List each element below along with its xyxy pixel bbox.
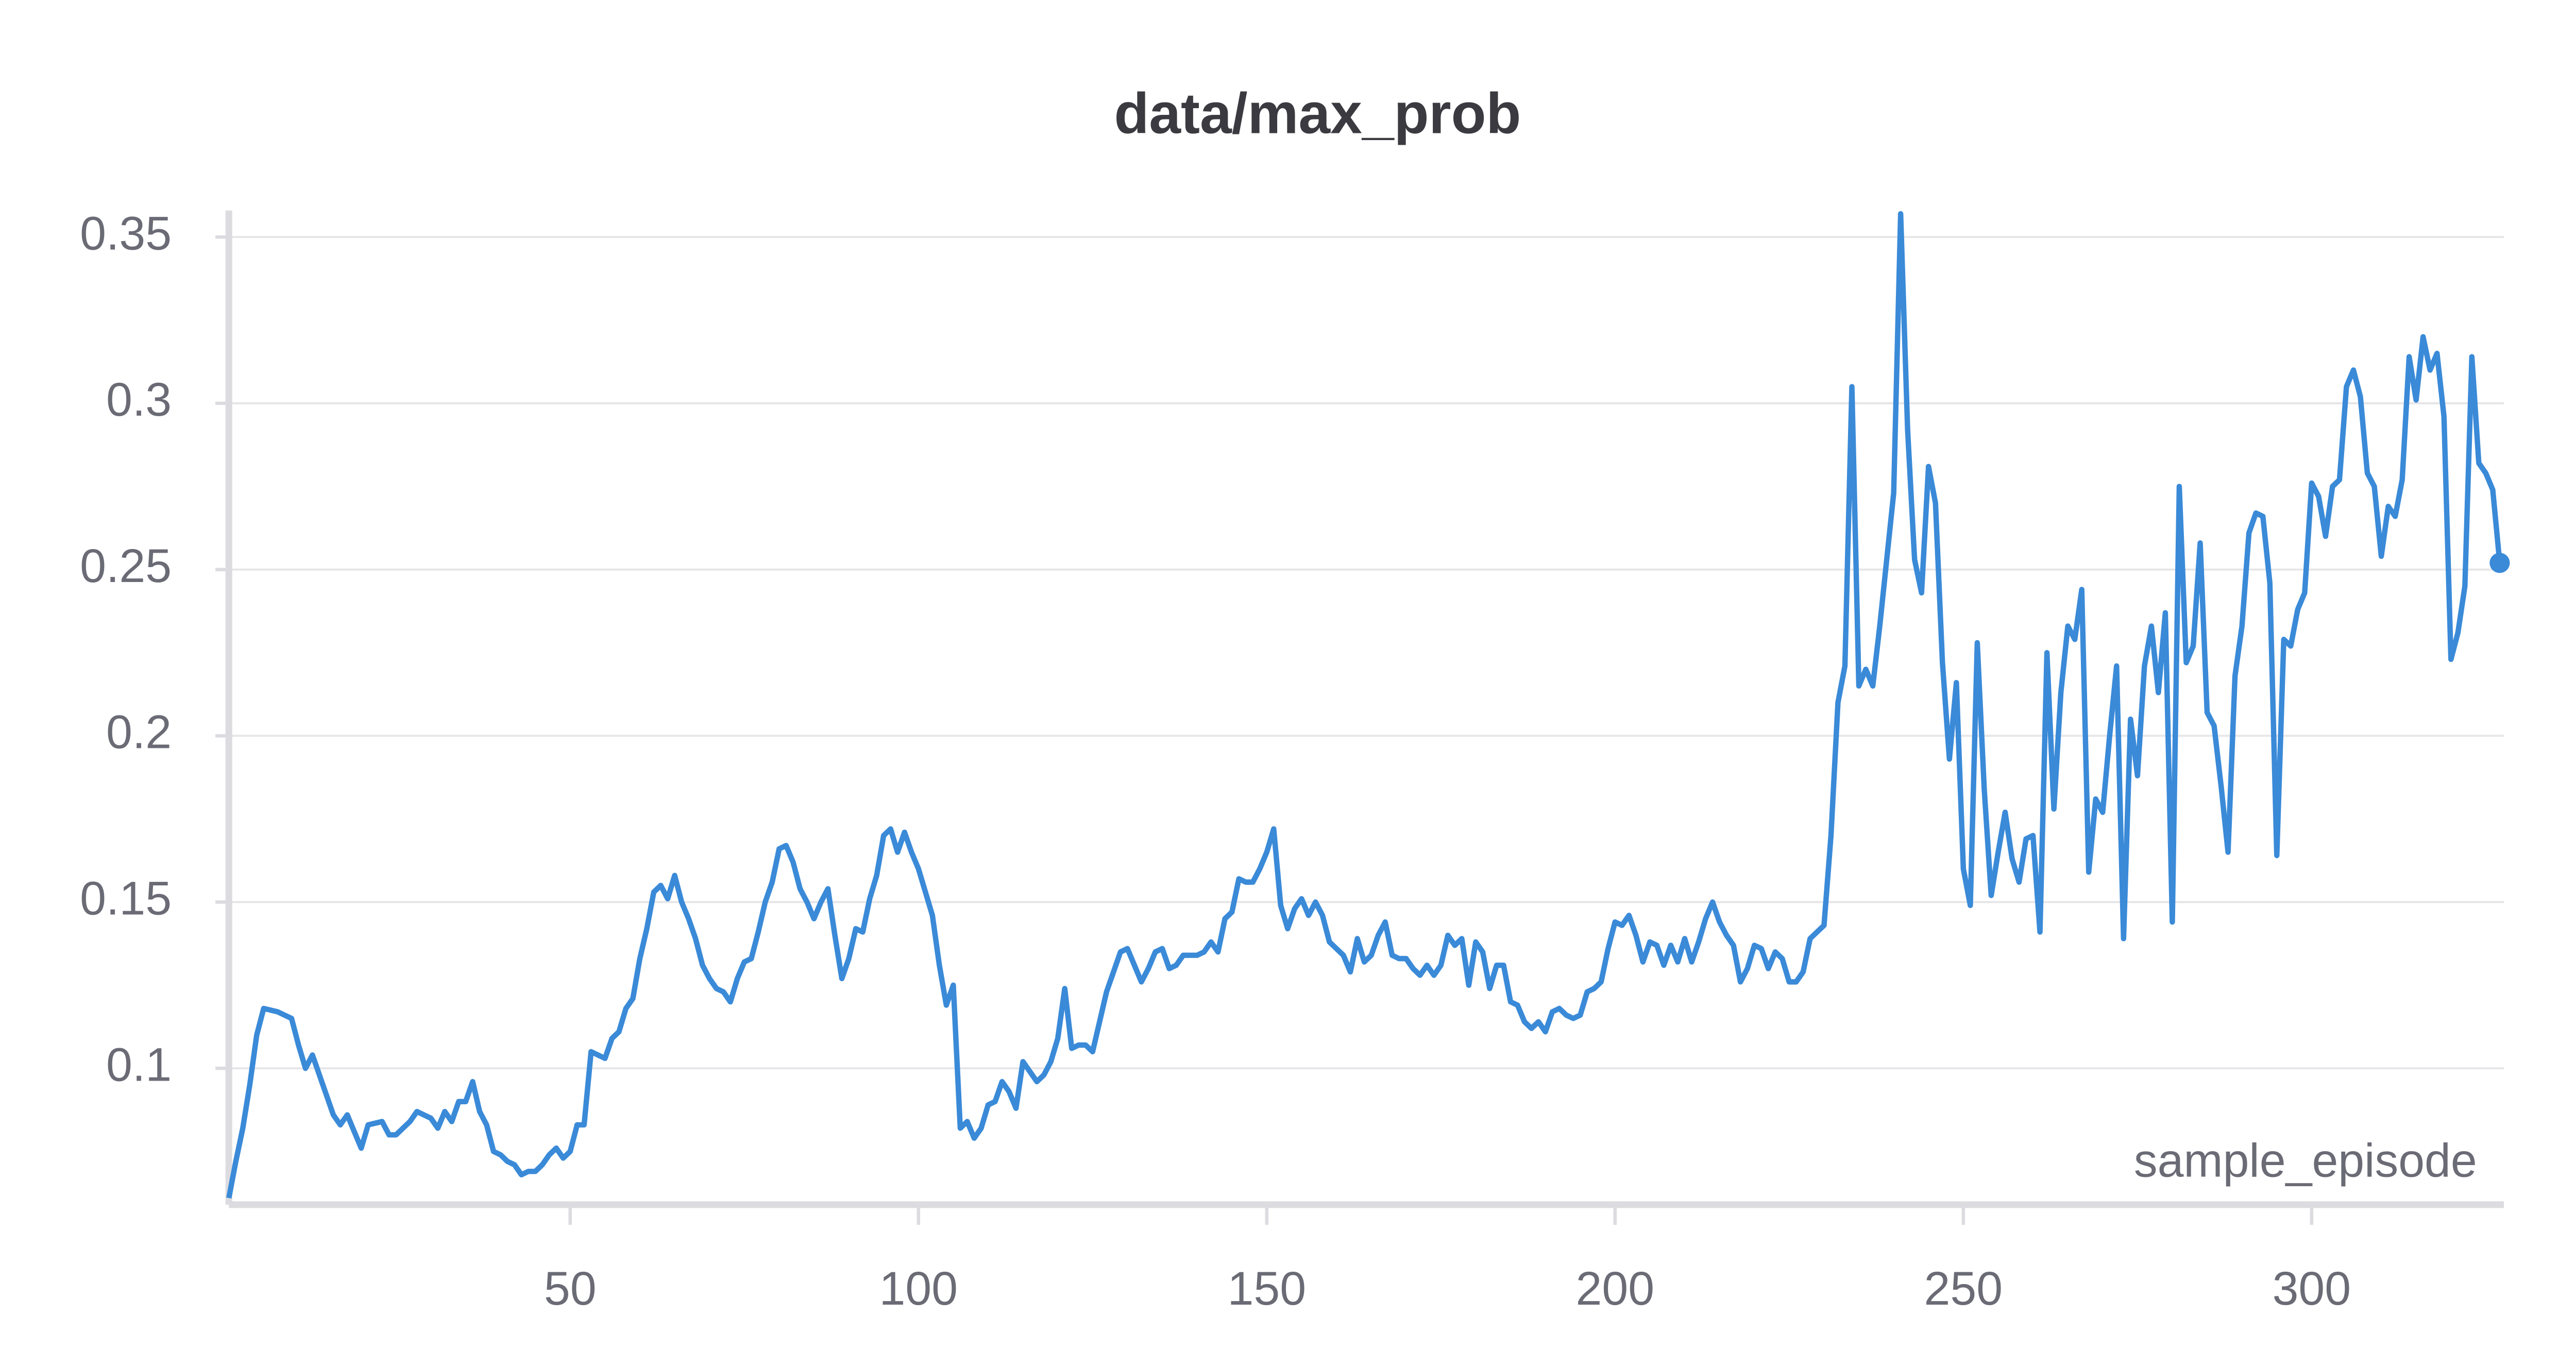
y-tick-label: 0.15 xyxy=(80,873,172,925)
chart-title: data/max_prob xyxy=(1114,81,1521,145)
y-tick-label: 0.1 xyxy=(106,1038,172,1091)
x-tick-label: 150 xyxy=(1227,1262,1306,1315)
x-tick-label: 50 xyxy=(544,1262,597,1315)
y-tick-label: 0.2 xyxy=(106,706,172,759)
x-tick-label: 300 xyxy=(2273,1262,2351,1315)
x-tick-label: 100 xyxy=(879,1262,958,1315)
y-tick-label: 0.35 xyxy=(80,207,172,260)
x-axis-label: sample_episode xyxy=(2134,1135,2477,1187)
x-tick-label: 250 xyxy=(1924,1262,2003,1315)
y-tick-label: 0.25 xyxy=(80,540,172,592)
x-tick-label: 200 xyxy=(1576,1262,1655,1315)
y-tick-label: 0.3 xyxy=(106,373,172,426)
end-point xyxy=(2489,553,2510,573)
data-line xyxy=(226,211,2503,1199)
